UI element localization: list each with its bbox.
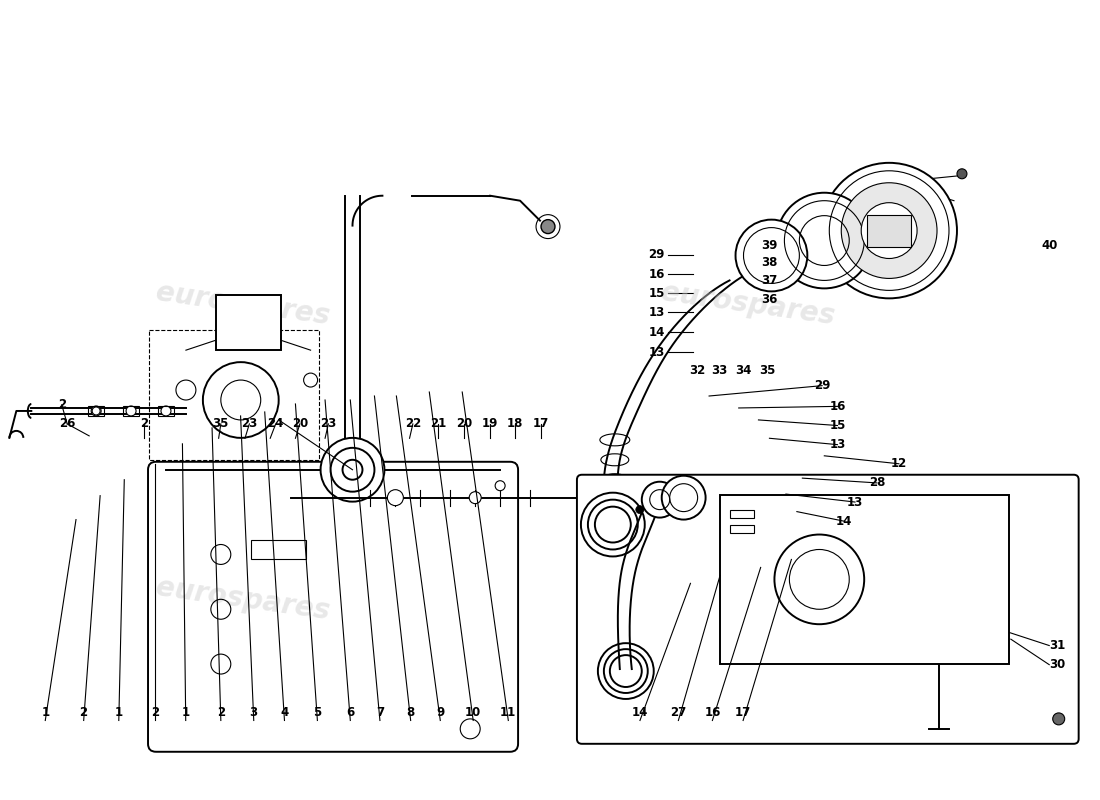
Circle shape	[320, 438, 384, 502]
Circle shape	[92, 407, 100, 415]
Text: 1: 1	[41, 706, 50, 719]
Text: 10: 10	[465, 706, 482, 719]
Text: 24: 24	[267, 418, 284, 430]
Text: 3: 3	[250, 706, 257, 719]
Text: 38: 38	[761, 256, 778, 270]
Text: 13: 13	[847, 495, 864, 509]
Text: 2: 2	[217, 706, 224, 719]
Circle shape	[470, 492, 481, 504]
Text: 31: 31	[1048, 639, 1065, 652]
Text: 13: 13	[648, 306, 664, 319]
Circle shape	[662, 476, 705, 519]
Text: 1: 1	[182, 706, 190, 719]
Text: 32: 32	[689, 364, 705, 377]
Circle shape	[161, 406, 170, 416]
Text: 12: 12	[891, 458, 908, 470]
Text: eurospares: eurospares	[154, 278, 331, 330]
Text: 33: 33	[711, 364, 727, 377]
Text: 35: 35	[212, 418, 229, 430]
Circle shape	[1053, 713, 1065, 725]
Text: 20: 20	[456, 418, 473, 430]
Text: 30: 30	[1048, 658, 1065, 671]
Circle shape	[842, 182, 937, 278]
Text: 40: 40	[1041, 239, 1057, 252]
Bar	[729, 510, 755, 518]
Text: eurospares: eurospares	[659, 278, 836, 330]
Text: 7: 7	[376, 706, 384, 719]
Text: 11: 11	[500, 706, 516, 719]
Text: 13: 13	[829, 438, 846, 451]
Bar	[867, 214, 911, 246]
Bar	[251, 539, 306, 559]
Circle shape	[495, 481, 505, 490]
Text: 23: 23	[241, 418, 257, 430]
Text: 16: 16	[648, 267, 664, 281]
Text: 22: 22	[405, 418, 421, 430]
Text: 9: 9	[437, 706, 444, 719]
FancyBboxPatch shape	[148, 462, 518, 752]
Text: 8: 8	[407, 706, 415, 719]
Bar	[123, 406, 139, 416]
Text: 39: 39	[761, 239, 778, 252]
Circle shape	[636, 506, 644, 514]
FancyBboxPatch shape	[576, 474, 1079, 744]
Text: 1: 1	[114, 706, 123, 719]
Text: 6: 6	[346, 706, 354, 719]
Bar	[719, 494, 1009, 664]
Text: 34: 34	[735, 364, 751, 377]
Bar	[148, 330, 319, 460]
Circle shape	[774, 534, 865, 624]
Text: 37: 37	[761, 274, 778, 287]
Text: 15: 15	[829, 419, 846, 432]
Text: 2: 2	[151, 706, 160, 719]
Text: 17: 17	[534, 418, 549, 430]
Text: 26: 26	[59, 418, 76, 430]
Circle shape	[736, 220, 807, 291]
Text: 36: 36	[761, 293, 778, 306]
Text: 20: 20	[292, 418, 308, 430]
Circle shape	[777, 193, 872, 288]
Text: 5: 5	[314, 706, 321, 719]
Text: 2: 2	[140, 418, 148, 430]
Bar	[729, 525, 755, 533]
Circle shape	[387, 490, 404, 506]
Text: 29: 29	[648, 249, 664, 262]
Text: 27: 27	[670, 706, 686, 719]
Text: 35: 35	[759, 364, 775, 377]
Text: 14: 14	[631, 706, 648, 719]
Text: 2: 2	[57, 398, 66, 411]
Text: 17: 17	[735, 706, 751, 719]
Circle shape	[176, 380, 196, 400]
Circle shape	[202, 362, 278, 438]
Circle shape	[822, 163, 957, 298]
Text: 18: 18	[507, 418, 524, 430]
Text: 15: 15	[648, 286, 664, 300]
Bar	[216, 295, 280, 350]
Circle shape	[126, 406, 136, 416]
Text: 14: 14	[648, 326, 664, 338]
Circle shape	[541, 220, 556, 234]
Text: 2: 2	[79, 706, 88, 719]
Circle shape	[641, 482, 678, 518]
Text: 29: 29	[814, 379, 830, 392]
Text: 4: 4	[280, 706, 288, 719]
Text: 23: 23	[320, 418, 337, 430]
Text: eurospares: eurospares	[154, 574, 331, 626]
Bar	[158, 406, 174, 416]
Text: 16: 16	[829, 400, 846, 413]
Circle shape	[91, 406, 101, 416]
Circle shape	[957, 169, 967, 178]
Text: 21: 21	[430, 418, 447, 430]
Circle shape	[304, 373, 318, 387]
Text: 28: 28	[869, 477, 886, 490]
Bar	[88, 406, 104, 416]
Text: 16: 16	[704, 706, 720, 719]
Circle shape	[861, 202, 917, 258]
Text: 14: 14	[836, 514, 852, 528]
Text: 19: 19	[482, 418, 498, 430]
Text: 13: 13	[648, 346, 664, 358]
